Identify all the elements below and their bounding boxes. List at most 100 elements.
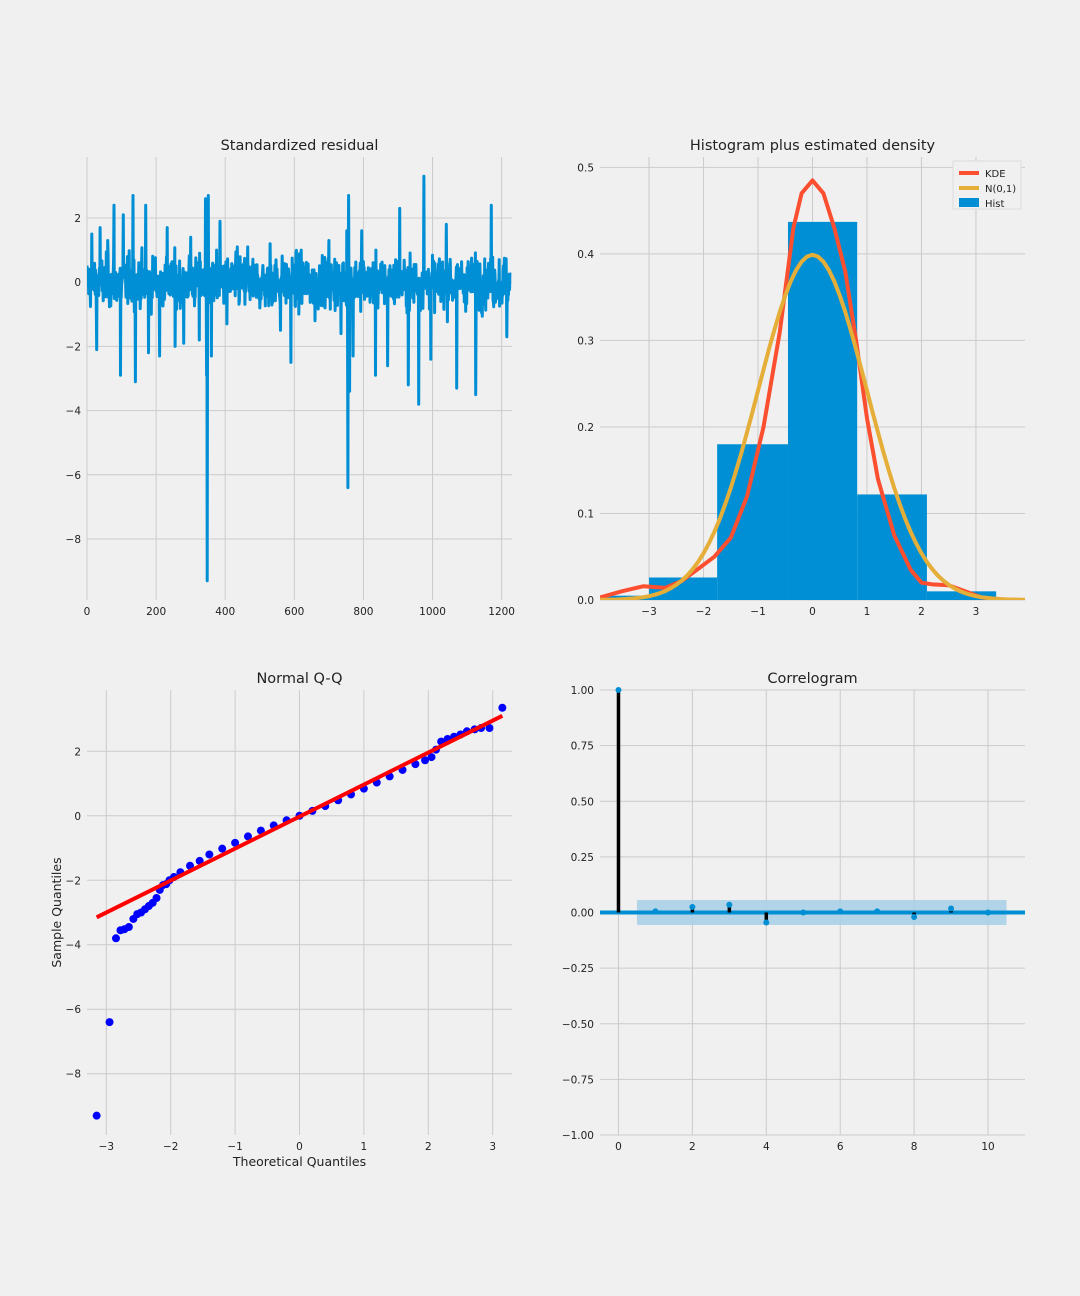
qq-point [92, 1111, 101, 1120]
y-axis-label: Sample Quantiles [49, 857, 64, 967]
x-tick-label: 8 [911, 1141, 918, 1153]
y-tick-label: 0.25 [571, 852, 594, 864]
x-tick-label: 3 [489, 1141, 496, 1153]
x-axis-label: Theoretical Quantiles [232, 1154, 366, 1169]
y-tick-label: 0.4 [577, 249, 594, 261]
y-tick-label: −0.50 [562, 1019, 594, 1031]
chart-title: Normal Q-Q [256, 671, 342, 687]
qq-point [111, 934, 120, 943]
y-tick-label: −8 [66, 1069, 81, 1081]
tick-labels: −3 −2 −1 0 1 2 3 0.0 0.1 0.2 0.3 0.4 0.5 [577, 162, 979, 618]
x-tick-label: 1 [361, 1141, 368, 1153]
grid [87, 690, 512, 1135]
x-tick-label: −2 [696, 606, 711, 618]
qq-point [152, 893, 161, 902]
x-tick-label: 1000 [419, 606, 446, 618]
x-tick-label: 1 [864, 606, 871, 618]
y-tick-label: 1.00 [571, 685, 594, 697]
y-tick-label: −2 [66, 875, 81, 887]
y-tick-label: 0.75 [571, 741, 594, 753]
x-tick-label: −3 [99, 1141, 114, 1153]
y-tick-label: −0.25 [562, 963, 594, 975]
y-tick-label: 0.1 [577, 508, 594, 520]
x-tick-label: 400 [215, 606, 235, 618]
histogram-bar [926, 591, 997, 600]
grid [86, 157, 512, 600]
chart-title: Histogram plus estimated density [690, 138, 936, 154]
qq-point [124, 923, 133, 932]
y-tick-label: −6 [66, 470, 82, 482]
y-tick-label: −4 [66, 940, 82, 952]
normal-density-line [600, 252, 1025, 600]
acf-marker [726, 901, 733, 908]
acf-marker [911, 913, 918, 920]
y-tick-label: −1.00 [562, 1130, 594, 1142]
kde-line [600, 178, 1025, 600]
residual-series-line [87, 174, 512, 583]
x-tick-label: 800 [353, 606, 373, 618]
acf-marker [985, 909, 992, 916]
x-tick-label: −2 [163, 1141, 178, 1153]
x-tick-label: 2 [918, 606, 925, 618]
y-tick-label: −2 [66, 341, 81, 353]
x-tick-label: 10 [981, 1141, 994, 1153]
y-tick-label: 2 [74, 746, 81, 758]
tick-labels: −3 −2 −1 0 1 2 3 −8 −6 −4 −2 0 2 [66, 746, 497, 1153]
x-tick-label: 3 [973, 606, 980, 618]
acf-stems [615, 687, 992, 926]
y-tick-label: −4 [66, 406, 82, 418]
tick-labels: 0 200 400 600 800 1000 1200 −8 −6 −4 −2 0 2 [66, 213, 515, 618]
legend-label: N(0,1) [985, 184, 1016, 195]
y-tick-label: 2 [74, 213, 81, 225]
x-tick-label: 4 [763, 1141, 770, 1153]
qq-point [105, 1018, 114, 1027]
legend-swatch [959, 198, 979, 207]
acf-marker [652, 908, 659, 915]
x-tick-label: 600 [284, 606, 304, 618]
qq-point [195, 856, 204, 865]
y-tick-label: 0.00 [571, 908, 594, 920]
histogram-bar [649, 577, 718, 600]
x-tick-label: −1 [750, 606, 765, 618]
y-tick-label: 0.2 [577, 422, 594, 434]
x-tick-label: 0 [84, 606, 91, 618]
qq-point [421, 756, 430, 765]
y-tick-label: 0.0 [577, 595, 594, 607]
acf-marker [800, 909, 807, 916]
y-tick-label: 0 [74, 811, 81, 823]
qq-point [427, 753, 436, 762]
qq-point [243, 832, 252, 841]
qq-point [205, 850, 214, 859]
acf-marker [615, 687, 622, 693]
x-tick-label: 1200 [488, 606, 515, 618]
acf-marker [837, 908, 844, 915]
qq-point [231, 838, 240, 847]
chart-title: Standardized residual [221, 138, 379, 154]
x-tick-label: 0 [615, 1141, 622, 1153]
panel-histogram-density: −3 −2 −1 0 1 2 3 0.0 0.1 0.2 0.3 0.4 0.5 Histogram pl… [577, 138, 1025, 618]
x-tick-label: 6 [837, 1141, 844, 1153]
legend: KDE N(0,1) Hist [952, 160, 1022, 210]
x-tick-label: 0 [809, 606, 816, 618]
acf-marker [763, 919, 770, 926]
qq-point [498, 703, 507, 712]
histogram-bar [857, 494, 927, 600]
y-tick-label: −6 [66, 1004, 82, 1016]
acf-marker [874, 908, 881, 915]
qq-point [485, 724, 494, 733]
x-tick-label: −1 [227, 1141, 242, 1153]
panel-standardized-residual: 0 200 400 600 800 1000 1200 −8 −6 −4 −2 0 2 Standardi… [66, 138, 515, 618]
qq-point [218, 844, 227, 853]
y-tick-label: 0.50 [571, 796, 594, 808]
panel-normal-qq: −3 −2 −1 0 1 2 3 −8 −6 −4 −2 0 2 Normal Q-Q Theoretica… [49, 671, 512, 1169]
y-tick-label: −8 [66, 534, 81, 546]
acf-marker [689, 903, 696, 910]
y-tick-label: 0.5 [577, 162, 594, 174]
y-tick-label: 0 [74, 277, 81, 289]
y-tick-label: −0.75 [562, 1074, 594, 1086]
chart-title: Correlogram [767, 671, 857, 687]
legend-label: KDE [985, 169, 1006, 180]
legend-label: Hist [985, 199, 1005, 210]
acf-marker [948, 905, 955, 912]
